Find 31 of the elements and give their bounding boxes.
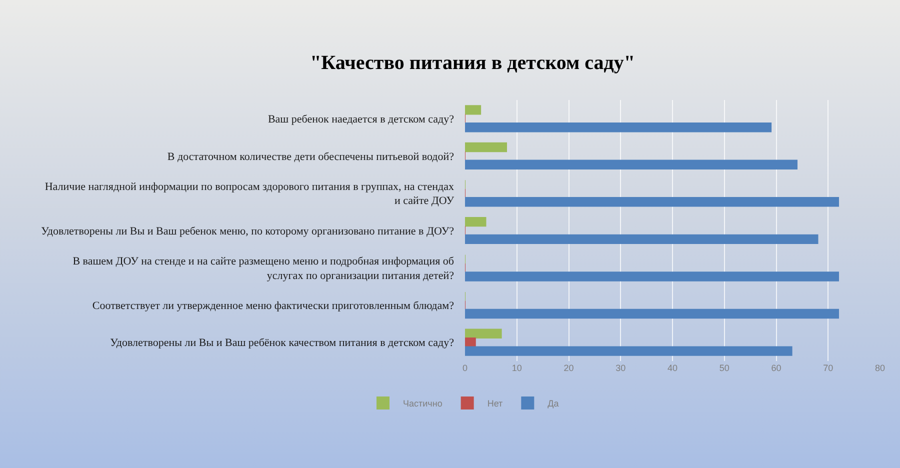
x-tick-label: 20 [564,363,574,373]
bar [465,105,482,115]
bar [465,122,772,132]
x-tick-label: 40 [667,363,678,373]
bar [465,272,839,282]
x-tick-label: 50 [719,363,730,373]
y-tick-label: Ваш ребенок наедается в детском саду? [268,113,454,126]
x-tick-label: 60 [771,363,782,373]
y-tick-label: Удовлетворены ли Вы и Ваш ребенок меню, по которому организовано питание в ДОУ? [41,225,454,238]
y-tick-label: Соответствует ли утвержденное меню фактически приготовленным блюдам? [92,300,454,312]
bar [465,216,486,227]
bar [465,160,798,170]
bar [465,234,818,244]
x-tick-label: 30 [616,363,626,373]
bar [465,308,839,319]
chart-title: "Качество питания в детском саду" [310,52,635,74]
x-tick-label: 0 [462,363,468,373]
bar [465,197,839,207]
bar [465,346,792,356]
legend-label: Да [548,398,559,408]
y-tick-label: В вашем ДОУ на стенде и на сайте размещено меню и подробная информация об услугах по организации питания детей? [72,255,454,282]
x-tick-label: 80 [874,363,886,373]
x-tick-label: 10 [512,363,522,373]
y-tick-label: В достаточном количестве дети обеспечены питьевой водой? [167,150,454,163]
y-tick-label: Удовлетворены ли Вы и Ваш ребёнок качеством питания в детском саду? [110,337,454,350]
x-tick-label: 70 [823,363,834,373]
bar [465,328,502,339]
bar [465,142,507,152]
legend-label: Частично [403,398,442,408]
y-tick-label: Наличие наглядной информации по вопросам здорового питания в группах, на стендах и сайте ДОУ [44,180,454,208]
legend-label: Нет [487,398,503,408]
